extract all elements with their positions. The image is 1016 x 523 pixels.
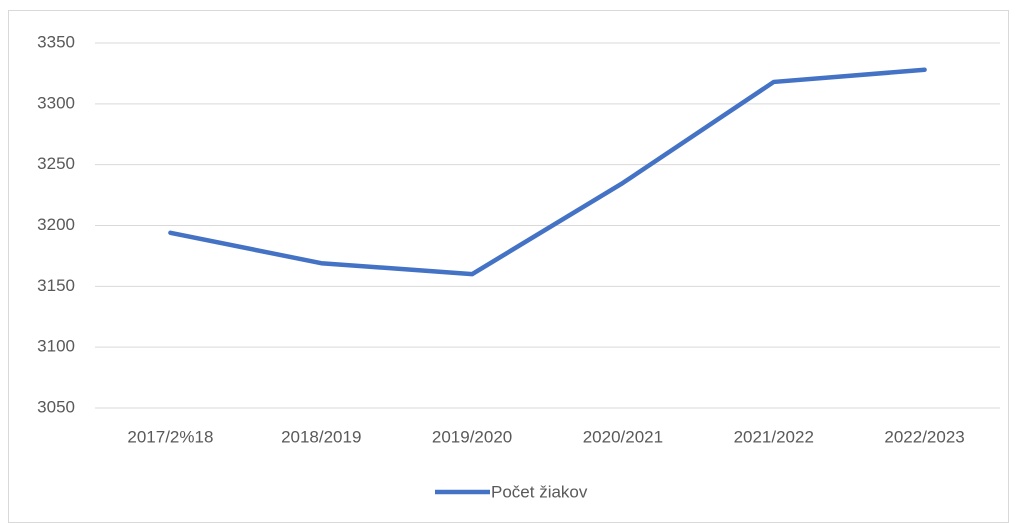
x-tick-label: 2018/2019 xyxy=(281,427,361,446)
y-tick-label: 3050 xyxy=(37,397,75,416)
x-tick-label: 2017/2%18 xyxy=(127,427,213,446)
chart-frame xyxy=(8,10,1009,523)
x-tick-label: 2021/2022 xyxy=(734,427,814,446)
x-tick-label: 2022/2023 xyxy=(884,427,964,446)
y-tick-label: 3100 xyxy=(37,337,75,356)
y-tick-label: 3250 xyxy=(37,154,75,173)
data-line xyxy=(168,67,927,277)
y-tick-label: 3350 xyxy=(37,32,75,51)
x-tick-label: 2019/2020 xyxy=(432,427,512,446)
legend-label: Počet žiakov xyxy=(491,482,588,501)
x-tick-label: 2020/2021 xyxy=(583,427,663,446)
y-tick-label: 3300 xyxy=(37,93,75,112)
y-tick-label: 3150 xyxy=(37,276,75,295)
y-tick-label: 3200 xyxy=(37,215,75,234)
